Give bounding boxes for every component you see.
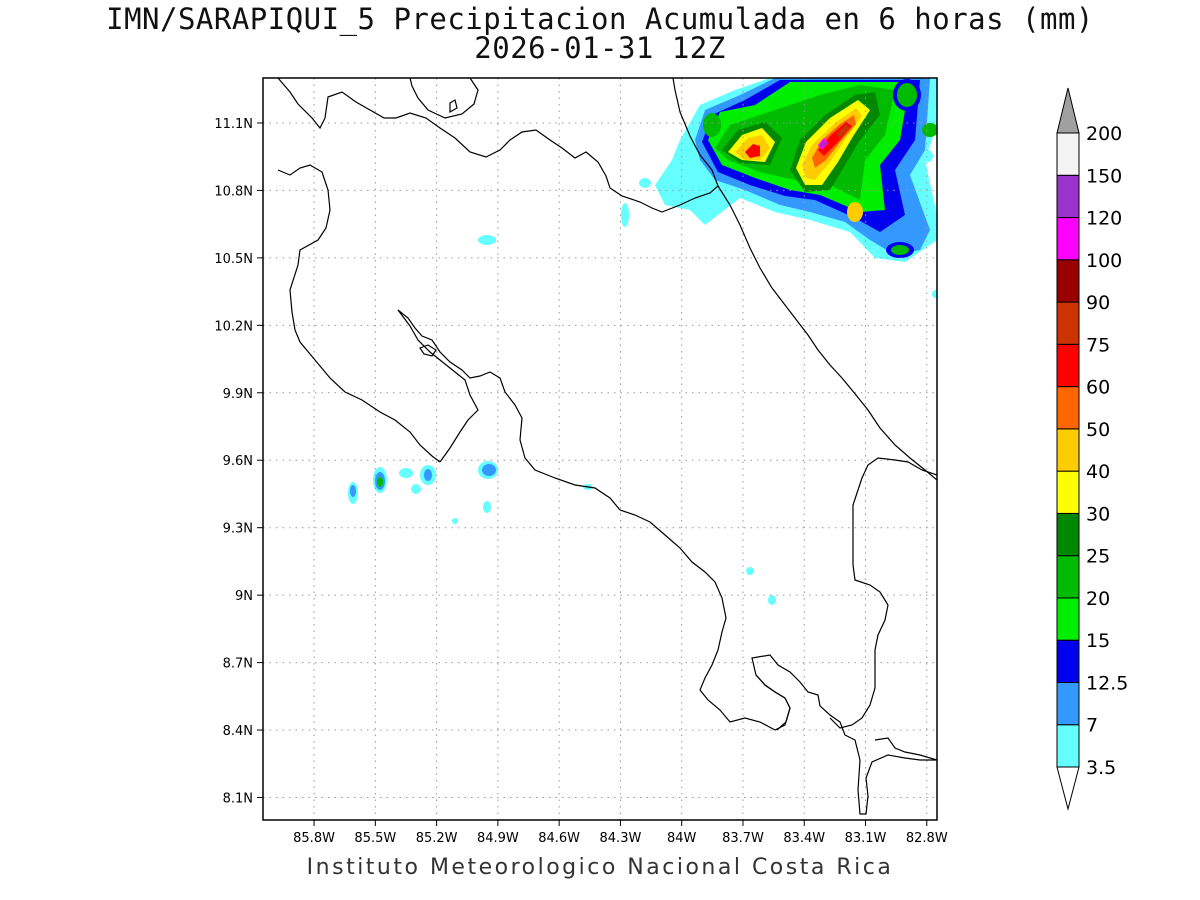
colorbar-label: 3.5 [1086, 757, 1116, 779]
map-frame [262, 77, 938, 821]
lon-tick-label: 82.8W [906, 831, 948, 846]
gulf-of-nicoya-shore [397, 309, 937, 815]
colorbar-label: 7 [1086, 715, 1098, 737]
precip-cell [478, 235, 496, 245]
lat-tick-label: 9N [235, 589, 253, 604]
colorbar-label: 90 [1086, 292, 1110, 314]
precip-cell [922, 123, 937, 137]
lat-tick-label: 9.9N [223, 387, 253, 402]
colorbar-label: 75 [1086, 334, 1110, 356]
punta-burica [874, 737, 937, 761]
colorbar-label: 12.5 [1086, 672, 1128, 694]
colorbar-legend: 3.5 7 12.5 15 20 25 30 40 50 60 75 90 100 120 150 200 [1056, 87, 1128, 811]
precip-cell [621, 203, 629, 227]
lat-tick-label: 11.1N [214, 117, 253, 132]
nicaragua-coastline-north [277, 78, 719, 213]
nicaragua-lake-shore [409, 78, 479, 119]
colorbar-label: 20 [1086, 588, 1110, 610]
lon-tick-label: 83.1W [845, 831, 887, 846]
colorbar-swatch [1056, 512, 1080, 557]
colorbar-label: 150 [1086, 165, 1122, 187]
precip-cell [452, 518, 458, 524]
precip-cell [424, 469, 432, 481]
precip-cell [411, 484, 421, 494]
lon-tick-label: 85.5W [354, 831, 396, 846]
colorbar-label: 200 [1086, 123, 1122, 145]
colorbar-swatch [1056, 132, 1080, 176]
precip-cell [482, 464, 496, 476]
precip-cell [703, 113, 721, 137]
colorbar-swatch [1056, 597, 1080, 641]
colorbar-swatch [1056, 386, 1080, 430]
lon-tick-label: 84W [667, 831, 697, 846]
colorbar-swatch [1056, 428, 1080, 472]
precip-cell [639, 178, 651, 188]
precip-cell [847, 202, 863, 222]
colorbar-label: 30 [1086, 503, 1110, 525]
precipitation-field [348, 78, 937, 605]
lat-tick-label: 8.7N [223, 657, 253, 672]
lon-tick-label: 85.8W [293, 831, 335, 846]
colorbar-label: 25 [1086, 546, 1110, 568]
nicoya-island [419, 344, 437, 357]
colorbar-label: 40 [1086, 461, 1110, 483]
precip-cell [897, 83, 917, 107]
colorbar-label: 60 [1086, 377, 1110, 399]
colorbar-swatch [1056, 681, 1080, 726]
colorbar-label: 100 [1086, 250, 1122, 272]
footer-credit: Instituto Meteorologico Nacional Costa R… [306, 855, 894, 880]
colorbar-label: 15 [1086, 630, 1110, 652]
precip-cell [483, 501, 491, 513]
colorbar-arrow-max [1056, 87, 1080, 134]
lat-tick-label: 9.3N [223, 522, 253, 537]
lon-tick-label: 83.4W [783, 831, 825, 846]
precip-cell [923, 150, 933, 162]
pacific-coast-nicoya [277, 164, 441, 463]
lon-tick-label: 84.3W [600, 831, 642, 846]
precip-cell [768, 595, 776, 605]
lat-tick-label: 10.2N [214, 319, 253, 334]
precip-cell [350, 485, 356, 497]
lat-tick-label: 9.6N [223, 454, 253, 469]
lon-tick-label: 83.7W [722, 831, 764, 846]
panama-border [829, 457, 937, 729]
precip-area-150 [820, 141, 826, 147]
lake-island [449, 99, 458, 114]
colorbar-swatch [1056, 259, 1080, 303]
lat-tick-label: 10.5N [214, 252, 253, 267]
precip-cell [399, 468, 413, 478]
osa-peninsula [755, 674, 791, 731]
precip-area-90 [836, 124, 850, 138]
lat-tick-label: 10.8N [214, 184, 253, 199]
colorbar-swatch [1056, 343, 1080, 388]
colorbar-swatch [1056, 639, 1080, 683]
longitude-axis: 85.8W 85.5W 85.2W 84.9W 84.6W 84.3W 84W 83.7W 83… [293, 820, 948, 846]
precip-cell [746, 567, 754, 575]
colorbar-arrow-min [1056, 766, 1080, 811]
map-title: IMN/SARAPIQUI_5 Precipitacion Acumulada … [106, 2, 1094, 36]
coastlines [277, 78, 937, 815]
precip-cell [932, 290, 937, 298]
map-grid [263, 78, 937, 820]
colorbar-swatch [1056, 217, 1080, 261]
colorbar-swatch [1056, 555, 1080, 599]
latitude-axis: 11.1N 10.8N 10.5N 10.2N 9.9N 9.6N 9.3N 9N 8.7N 8.… [214, 117, 263, 807]
colorbar-swatch [1056, 301, 1080, 345]
colorbar-swatch [1056, 470, 1080, 514]
lon-tick-label: 85.2W [416, 831, 458, 846]
colorbar-label: 50 [1086, 419, 1110, 441]
lon-tick-label: 84.9W [477, 831, 519, 846]
colorbar-label: 120 [1086, 208, 1122, 230]
precip-cell [377, 477, 383, 487]
precip-area-60 [745, 144, 760, 158]
precip-cell [891, 245, 909, 255]
colorbar-swatch [1056, 724, 1080, 768]
lat-tick-label: 8.1N [223, 792, 253, 807]
map-subtitle-datetime: 2026-01-31 12Z [474, 31, 726, 65]
caribbean-coast [717, 185, 937, 481]
lat-tick-label: 8.4N [223, 724, 253, 739]
colorbar-swatch [1056, 174, 1080, 219]
lon-tick-label: 84.6W [538, 831, 580, 846]
